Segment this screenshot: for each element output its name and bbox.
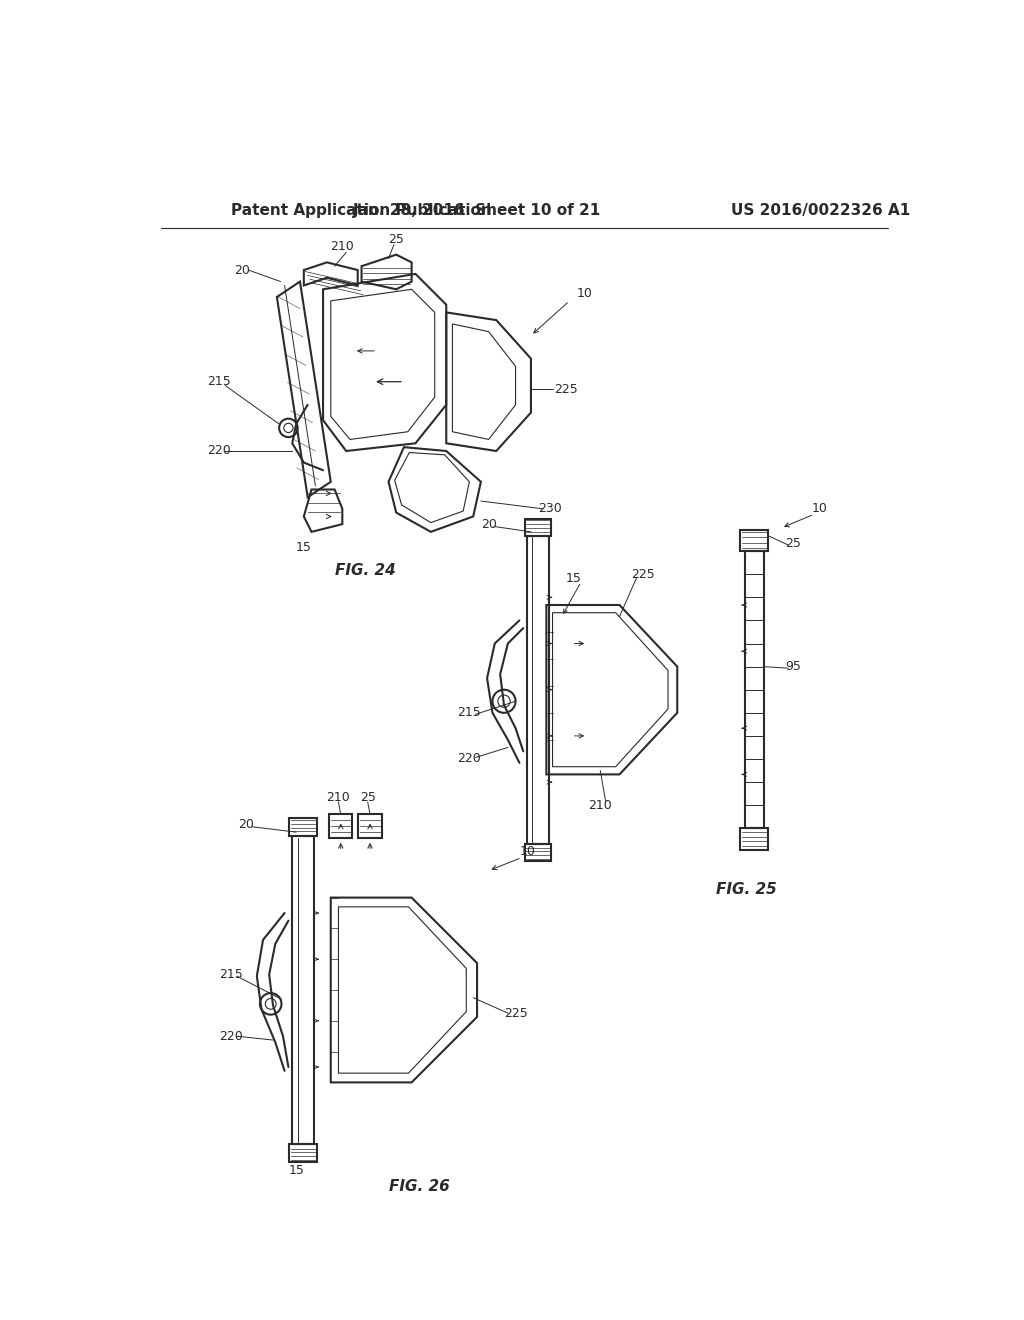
Text: 20: 20: [239, 818, 254, 832]
Text: 25: 25: [359, 791, 376, 804]
Text: US 2016/0022326 A1: US 2016/0022326 A1: [731, 203, 910, 218]
Text: 225: 225: [504, 1007, 527, 1019]
Text: 220: 220: [458, 752, 481, 766]
Text: 225: 225: [631, 568, 654, 581]
Text: 215: 215: [219, 968, 243, 981]
Text: 15: 15: [288, 1164, 304, 1177]
Text: 20: 20: [480, 517, 497, 531]
Text: Jan. 28, 2016  Sheet 10 of 21: Jan. 28, 2016 Sheet 10 of 21: [353, 203, 601, 218]
Text: 10: 10: [577, 286, 593, 300]
Text: 215: 215: [207, 375, 231, 388]
Text: FIG. 24: FIG. 24: [335, 562, 396, 578]
Text: 10: 10: [812, 502, 827, 515]
Text: 15: 15: [565, 572, 582, 585]
Text: 225: 225: [554, 383, 578, 396]
Text: 10: 10: [519, 845, 536, 858]
Text: 220: 220: [207, 445, 231, 458]
Text: 20: 20: [234, 264, 250, 277]
Text: 25: 25: [784, 537, 801, 550]
Text: 210: 210: [589, 799, 612, 812]
Text: 230: 230: [539, 502, 562, 515]
Text: 215: 215: [458, 706, 481, 719]
Text: 15: 15: [296, 541, 311, 554]
Text: Patent Application Publication: Patent Application Publication: [230, 203, 492, 218]
Text: 95: 95: [784, 660, 801, 673]
Text: FIG. 26: FIG. 26: [389, 1179, 450, 1193]
Text: FIG. 25: FIG. 25: [716, 882, 777, 898]
Text: 25: 25: [388, 232, 404, 246]
Text: 220: 220: [219, 1030, 243, 1043]
Text: 210: 210: [331, 240, 354, 253]
Text: 210: 210: [327, 791, 350, 804]
